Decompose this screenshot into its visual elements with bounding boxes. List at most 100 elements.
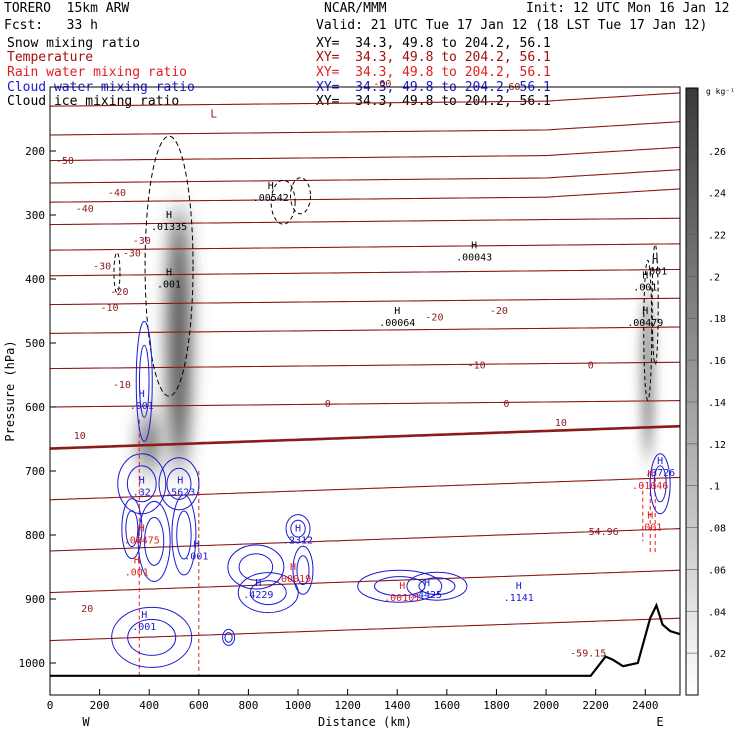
isotherm--50 — [50, 146, 680, 162]
y-tick-label-3: 500 — [25, 337, 45, 350]
cloud-water-contour-inner-5 — [176, 510, 192, 560]
cloud-water-max-value-8: .001 — [184, 551, 208, 562]
snow-shading-2 — [641, 291, 654, 459]
colorbar-tick-label-7: .16 — [708, 356, 726, 367]
isotherm--25 — [50, 268, 680, 277]
rain-max-H-1: H — [134, 555, 140, 566]
cloud-water-contour-3 — [121, 498, 143, 560]
plot-frame — [49, 86, 681, 696]
cloud-water-max-H-7: H — [139, 389, 145, 400]
isotherm-label-0: -60 — [373, 79, 391, 90]
snow-shading-1 — [138, 413, 161, 472]
colorbar-unit: g kg⁻¹ — [706, 87, 735, 96]
x-tick-label-3: 600 — [189, 699, 209, 712]
isotherm--15 — [50, 326, 680, 334]
cloud-water-contour-12 — [222, 628, 236, 646]
snow-max-value-2: .00479 — [627, 318, 663, 329]
snow-contour-main — [144, 135, 194, 397]
isotherm-label-9: -20 — [490, 306, 508, 317]
x-axis-label: Distance (km) — [318, 715, 412, 729]
snow-max-H-2: H — [642, 306, 648, 317]
cloud-water-max-value-9: .001 — [132, 622, 156, 633]
colorbar-tick-label-1: .04 — [708, 607, 726, 618]
y-tick-label-0: 200 — [25, 145, 45, 158]
isotherm-label-11: -10 — [100, 303, 118, 314]
y-tick-label-7: 900 — [25, 593, 45, 606]
cloud-water-max-value-7: .001 — [130, 401, 154, 412]
y-tick-label-8: 1000 — [19, 657, 46, 670]
cloud-water-contour-8 — [292, 545, 314, 595]
isotherm--35 — [50, 217, 680, 226]
init-time: Init: 12 UTC Mon 16 Jan 12 — [526, 1, 730, 16]
cloud-water-contour-1 — [117, 453, 167, 515]
cloud-water-contour-inner-14 — [249, 580, 287, 606]
x-tick-label-5: 1000 — [285, 699, 312, 712]
rain-max-value-5: .001 — [638, 523, 662, 534]
legend-snow-xy: XY= 34.3, 49.8 to 204.2, 56.1 — [316, 36, 551, 51]
cloud-water-max-H-0: H — [139, 475, 145, 486]
ice-max-value-0: .00542 — [253, 193, 289, 204]
east-label: E — [656, 715, 663, 729]
isotherm-10 — [50, 528, 680, 552]
snow-max-H-3: H — [642, 271, 648, 282]
isotherm-label-2: -50 — [56, 156, 74, 167]
cloud-water-contour-0 — [135, 320, 153, 442]
colorbar-tick-label-10: .22 — [708, 231, 726, 242]
colorbar-tick-label-11: .24 — [708, 189, 726, 200]
ice-max-H-2: H — [394, 306, 400, 317]
x-tick-label-0: 0 — [47, 699, 54, 712]
cloud-water-contour-13 — [649, 453, 671, 515]
center-title: NCAR/MMM — [324, 1, 387, 16]
cloud-water-contour-inner-6 — [238, 553, 274, 581]
cloud-water-max-H-4: H — [255, 578, 261, 589]
colorbar-tick-label-3: .08 — [708, 524, 726, 535]
cloud-water-contour-inner-4 — [144, 516, 165, 566]
rain-max-value-4: .01046 — [632, 481, 668, 492]
cloud-water-contour-inner-0 — [138, 344, 150, 418]
isotherm--20 — [50, 297, 680, 306]
west-label: W — [82, 715, 90, 729]
valid-time: Valid: 21 UTC Tue 17 Jan 12 (18 LST Tue … — [316, 18, 708, 33]
cloud-water-max-value-6: .1141 — [504, 593, 534, 604]
colorbar-tick-label-4: .1 — [708, 482, 720, 493]
isotherm--30 — [50, 243, 680, 251]
legend-temperature-label: Temperature — [7, 50, 94, 65]
colorbar-tick-label-0: .02 — [708, 649, 726, 660]
isotherm-label-15: 0 — [325, 399, 331, 410]
snow-max-value-0: .01335 — [151, 222, 187, 233]
cloud-water-contour-4 — [137, 500, 171, 582]
isotherm-label-5: -30 — [123, 249, 141, 260]
isotherm-label-12: -10 — [468, 361, 486, 372]
rain-max-H-5: H — [647, 511, 653, 522]
rain-max-value-2: .00019 — [275, 574, 311, 585]
isotherm-label-3: -40 — [108, 188, 126, 199]
cloud-water-max-H-6: H — [516, 581, 522, 592]
cloud-water-contour-2 — [158, 457, 200, 511]
cloud-water-contour-14 — [237, 572, 299, 614]
x-tick-label-4: 800 — [238, 699, 258, 712]
legend-snow-label: Snow mixing ratio — [7, 36, 141, 51]
y-tick-label-1: 300 — [25, 209, 45, 222]
ice-max-H-1: H — [471, 241, 477, 252]
isotherm-label-20: -54.96 — [583, 527, 619, 538]
isotherm-label-14: 0 — [588, 361, 594, 372]
cloud-water-contour-inner-10 — [418, 577, 456, 596]
ice-contour-3 — [113, 252, 121, 294]
colorbar-bar — [685, 87, 699, 696]
snow-contour-east — [643, 259, 653, 401]
rain-max-H-4: H — [647, 469, 653, 480]
cloud-water-contour-inner-13 — [653, 465, 667, 503]
cloud-water-contour-inner-8 — [296, 555, 310, 586]
x-tick-label-1: 200 — [90, 699, 110, 712]
forecast-hour: Fcst: 33 h — [4, 18, 98, 33]
cloud-water-max-value-3: .2312 — [283, 535, 313, 546]
rain-max-H-0: H — [139, 523, 145, 534]
legend-rain-xy: XY= 34.3, 49.8 to 204.2, 56.1 — [316, 65, 551, 80]
colorbar-tick-label-6: .14 — [708, 398, 726, 409]
isotherm-20 — [50, 617, 680, 642]
snow-contour-east-2 — [651, 244, 659, 366]
snow-shading-0 — [167, 208, 190, 472]
snow-max-value-3: .001 — [633, 283, 657, 294]
isotherm--45 — [50, 169, 680, 184]
